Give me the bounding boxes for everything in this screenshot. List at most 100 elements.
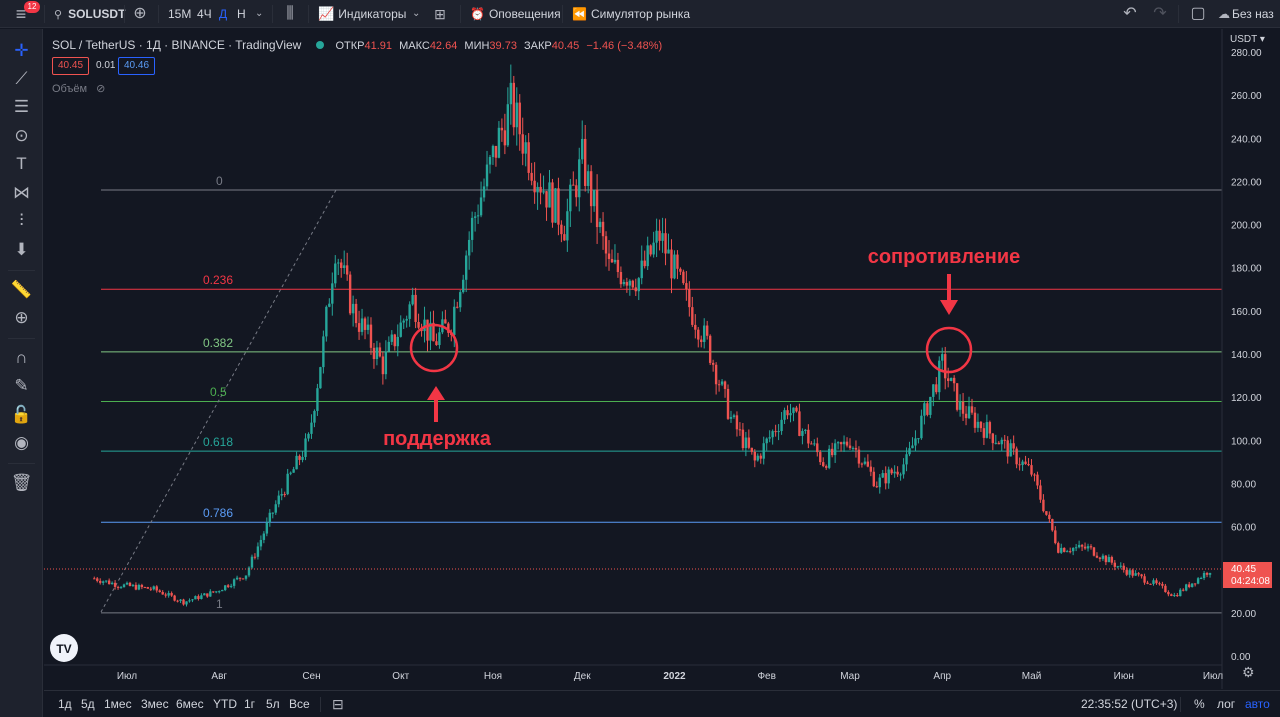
- candle-body: [1051, 519, 1054, 531]
- candle-body: [438, 332, 441, 346]
- candle-body: [1208, 572, 1212, 575]
- add-symbol-icon[interactable]: ⊕: [133, 5, 147, 22]
- fib-trend-line[interactable]: [100, 189, 337, 613]
- redo-icon[interactable]: ↷: [1153, 5, 1167, 22]
- auto-scale-toggle[interactable]: авто: [1245, 697, 1270, 711]
- range-1d[interactable]: 1д: [58, 697, 72, 711]
- log-scale-toggle[interactable]: лог: [1217, 697, 1236, 711]
- candle-body: [765, 438, 768, 444]
- spread-value: 0.01: [96, 60, 116, 71]
- symbol-search[interactable]: ⚲ SOLUSDT: [54, 0, 125, 28]
- range-1y[interactable]: 1г: [244, 697, 256, 711]
- candle-body: [875, 486, 878, 488]
- range-5y[interactable]: 5л: [266, 697, 280, 711]
- range-6m[interactable]: 6мес: [176, 697, 204, 711]
- menu-icon[interactable]: ≡: [15, 4, 27, 24]
- candle-body: [334, 263, 337, 284]
- resistance-circle[interactable]: [925, 326, 973, 374]
- candle-body: [545, 191, 548, 208]
- candle-body: [649, 245, 652, 255]
- interval-1w[interactable]: Н: [237, 7, 246, 21]
- price-tick-label: 200.00: [1231, 221, 1262, 232]
- crosshair-icon[interactable]: ✛: [14, 41, 29, 60]
- indicators-dropdown-icon[interactable]: ⌄: [412, 8, 421, 19]
- interval-1d[interactable]: Д: [219, 7, 228, 21]
- range-ytd[interactable]: YTD: [213, 697, 237, 711]
- candle-body: [405, 318, 408, 321]
- goto-date-icon[interactable]: ⊟: [332, 696, 344, 712]
- candle-body: [1196, 578, 1200, 584]
- resistance-label[interactable]: сопротивление: [868, 246, 1021, 268]
- volume-legend[interactable]: Объём ⊘: [52, 82, 105, 95]
- replay-button[interactable]: ⏪ Симулятор рынка: [572, 0, 690, 28]
- fullscreen-icon[interactable]: ▢: [1190, 5, 1206, 22]
- tradingview-logo[interactable]: TV: [50, 634, 78, 662]
- support-arrow[interactable]: [427, 386, 445, 422]
- candle-body: [1104, 555, 1108, 563]
- geometric-shapes-icon[interactable]: ⫶: [19, 211, 24, 230]
- candle-body: [863, 461, 867, 464]
- text-tool-icon[interactable]: T: [16, 154, 27, 173]
- range-all[interactable]: Все: [289, 697, 310, 711]
- ohlc-open: 41.91: [364, 40, 393, 52]
- candle-body: [226, 585, 230, 587]
- candle-body: [1152, 580, 1155, 584]
- percent-scale-toggle[interactable]: %: [1194, 697, 1205, 711]
- undo-icon[interactable]: ↶: [1123, 5, 1137, 22]
- buy-price-badge[interactable]: 40.46: [118, 57, 156, 75]
- candle-body: [215, 591, 218, 593]
- price-tick-label: 80.00: [1231, 479, 1256, 490]
- range-3m[interactable]: 3мес: [141, 697, 169, 711]
- support-label[interactable]: поддержка: [383, 428, 492, 450]
- symbol-legend[interactable]: SOL / TetherUS · 1Д · BINANCE · TradingV…: [52, 38, 662, 52]
- interval-dropdown-icon[interactable]: ⌄: [255, 8, 264, 19]
- interval-15m[interactable]: 15M: [168, 7, 192, 21]
- legend-title[interactable]: SOL / TetherUS · 1Д · BINANCE · TradingV…: [52, 38, 302, 52]
- interval-4h[interactable]: 4Ч: [197, 7, 212, 21]
- candle-body: [708, 335, 712, 363]
- arrow-down-icon[interactable]: ⬇: [14, 240, 29, 259]
- candle-body: [634, 287, 637, 292]
- currency-selector[interactable]: USDT ▾: [1230, 34, 1265, 45]
- chart-pane[interactable]: [44, 29, 1222, 689]
- trend-line-icon[interactable]: ⟋: [15, 69, 28, 88]
- layout-save-button[interactable]: ☁ Без наз: [1218, 0, 1274, 28]
- candle-body: [958, 401, 962, 410]
- candle-body: [905, 454, 908, 465]
- candle-body: [494, 145, 498, 158]
- pattern-tools-icon[interactable]: ⊙: [14, 126, 29, 145]
- candles-style-icon[interactable]: ⫼: [286, 5, 294, 22]
- lock-icon[interactable]: 🔓: [10, 405, 33, 424]
- zoom-in-icon[interactable]: ⊕: [14, 308, 29, 327]
- templates-icon[interactable]: ⊞: [434, 6, 446, 22]
- chart-settings-icon[interactable]: ⚙: [1242, 664, 1255, 680]
- candle-body: [911, 445, 914, 449]
- eye-off-icon[interactable]: ⊘: [96, 83, 106, 95]
- candle-body: [265, 522, 269, 534]
- lock-drawing-mode-icon[interactable]: ✎: [14, 376, 29, 395]
- candle-body: [926, 403, 929, 415]
- alerts-button[interactable]: ⏰ Оповещения: [470, 0, 561, 28]
- candle-body: [679, 268, 682, 272]
- range-5d[interactable]: 5д: [81, 697, 95, 711]
- candle-body: [688, 289, 691, 308]
- eye-icon[interactable]: ◉: [14, 433, 29, 452]
- clock-timezone[interactable]: 22:35:52 (UTC+3): [1081, 697, 1178, 711]
- range-1m[interactable]: 1мес: [104, 697, 132, 711]
- indicators-button[interactable]: 📈 Индикаторы: [318, 0, 406, 28]
- candle-body: [667, 249, 670, 254]
- sell-price-badge[interactable]: 40.45: [52, 57, 90, 75]
- fib-tools-icon[interactable]: ☰: [13, 97, 30, 116]
- resistance-arrow[interactable]: [940, 274, 958, 315]
- search-icon: ⚲: [54, 9, 63, 21]
- candle-body: [670, 249, 673, 279]
- fibonacci-retracement[interactable]: [101, 189, 1222, 614]
- magnet-icon[interactable]: ∩: [15, 348, 28, 367]
- prediction-tools-icon[interactable]: ⋈: [13, 183, 30, 202]
- support-circle[interactable]: [409, 323, 459, 373]
- ruler-icon[interactable]: 📏: [10, 280, 33, 299]
- candle-body: [1199, 578, 1203, 580]
- trash-icon[interactable]: 🗑: [10, 473, 33, 492]
- candle-body: [1119, 565, 1122, 567]
